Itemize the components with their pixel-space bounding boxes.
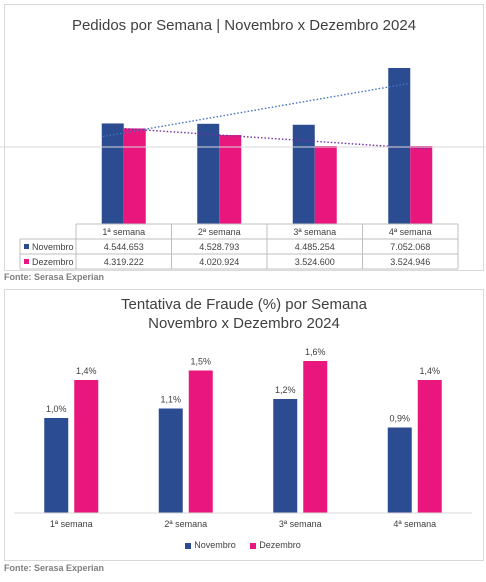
data-label-dezembro-1: 1,4% bbox=[76, 366, 97, 376]
bar-novembro-3 bbox=[273, 399, 298, 513]
legend-swatch-novembro bbox=[185, 542, 192, 549]
legend-label-dezembro: Dezembro bbox=[259, 540, 301, 550]
table-key-novembro bbox=[24, 244, 29, 249]
bar-dezembro-4 bbox=[410, 146, 433, 224]
table-series-label-novembro: Novembro bbox=[32, 242, 74, 252]
tick-label-4: 4ª semana bbox=[393, 519, 436, 529]
tick-label-3: 3ª semana bbox=[293, 227, 336, 237]
table-value-dezembro-2: 4.020.924 bbox=[199, 257, 239, 267]
table-value-dezembro-4: 3.524.946 bbox=[390, 257, 430, 267]
bar-novembro-4 bbox=[387, 427, 412, 513]
legend-item-novembro: Novembro bbox=[185, 540, 236, 550]
data-label-novembro-2: 1,1% bbox=[160, 395, 181, 405]
table-key-dezembro bbox=[24, 259, 29, 264]
table-series-label-dezembro: Dezembro bbox=[32, 257, 74, 267]
table-value-novembro-2: 4.528.793 bbox=[199, 242, 239, 252]
table-value-dezembro-3: 3.524.600 bbox=[295, 257, 335, 267]
tick-label-1: 1ª semana bbox=[50, 519, 93, 529]
table-value-novembro-1: 4.544.653 bbox=[104, 242, 144, 252]
table-value-novembro-4: 7.052.068 bbox=[390, 242, 430, 252]
data-label-dezembro-2: 1,5% bbox=[190, 357, 211, 367]
orders-chart-title: Pedidos por Semana | Novembro x Dezembro… bbox=[71, 17, 417, 34]
bar-novembro-2 bbox=[197, 123, 220, 224]
data-label-novembro-3: 1,2% bbox=[275, 385, 296, 395]
tick-label-3: 3ª semana bbox=[279, 519, 322, 529]
fraud-chart: 1,0% 1,4% 1ª semana 1,1% 1,5% 2ª semana 1,2% 1,… bbox=[14, 347, 472, 529]
bar-dezembro-3 bbox=[314, 146, 337, 224]
tick-label-4: 4ª semana bbox=[389, 227, 432, 237]
bar-dezembro-3 bbox=[303, 361, 328, 513]
bar-novembro-3 bbox=[292, 124, 315, 224]
bar-novembro-1 bbox=[101, 123, 124, 224]
tick-label-2: 2ª semana bbox=[198, 227, 241, 237]
bar-dezembro-2 bbox=[219, 135, 242, 224]
bar-dezembro-1 bbox=[123, 128, 146, 224]
bar-novembro-2 bbox=[158, 408, 183, 513]
tick-label-2: 2ª semana bbox=[164, 519, 207, 529]
table-value-novembro-3: 4.485.254 bbox=[295, 242, 335, 252]
table-value-dezembro-1: 4.319.222 bbox=[104, 257, 144, 267]
data-label-dezembro-4: 1,4% bbox=[419, 366, 440, 376]
legend-item-dezembro: Dezembro bbox=[250, 540, 301, 550]
trendline-novembro bbox=[102, 82, 410, 138]
legend-label-novembro: Novembro bbox=[194, 540, 236, 550]
data-label-novembro-4: 0,9% bbox=[389, 414, 410, 424]
source-note-1: Fonte: Serasa Experian bbox=[4, 272, 105, 282]
bar-novembro-1 bbox=[44, 418, 69, 513]
source-note-2: Fonte: Serasa Experian bbox=[4, 563, 105, 573]
bar-dezembro-1 bbox=[74, 380, 99, 513]
fraud-chart-title-line1: Tentativa de Fraude (%) por Semana bbox=[121, 296, 367, 313]
fraud-chart-title-line2: Novembro x Dezembro 2024 bbox=[148, 315, 340, 332]
data-label-dezembro-3: 1,6% bbox=[305, 347, 326, 357]
bar-novembro-4 bbox=[388, 67, 411, 224]
orders-chart: 1ª semana 2ª semana 3ª semana 4ª semana Nove… bbox=[0, 67, 486, 270]
data-label-novembro-1: 1,0% bbox=[46, 404, 67, 414]
bar-dezembro-2 bbox=[188, 370, 213, 513]
fraud-chart-legend: Novembro Dezembro bbox=[0, 540, 486, 550]
legend-swatch-dezembro bbox=[250, 542, 257, 549]
trendline-dezembro bbox=[124, 127, 432, 150]
tick-label-1: 1ª semana bbox=[102, 227, 145, 237]
bar-dezembro-4 bbox=[417, 380, 442, 513]
